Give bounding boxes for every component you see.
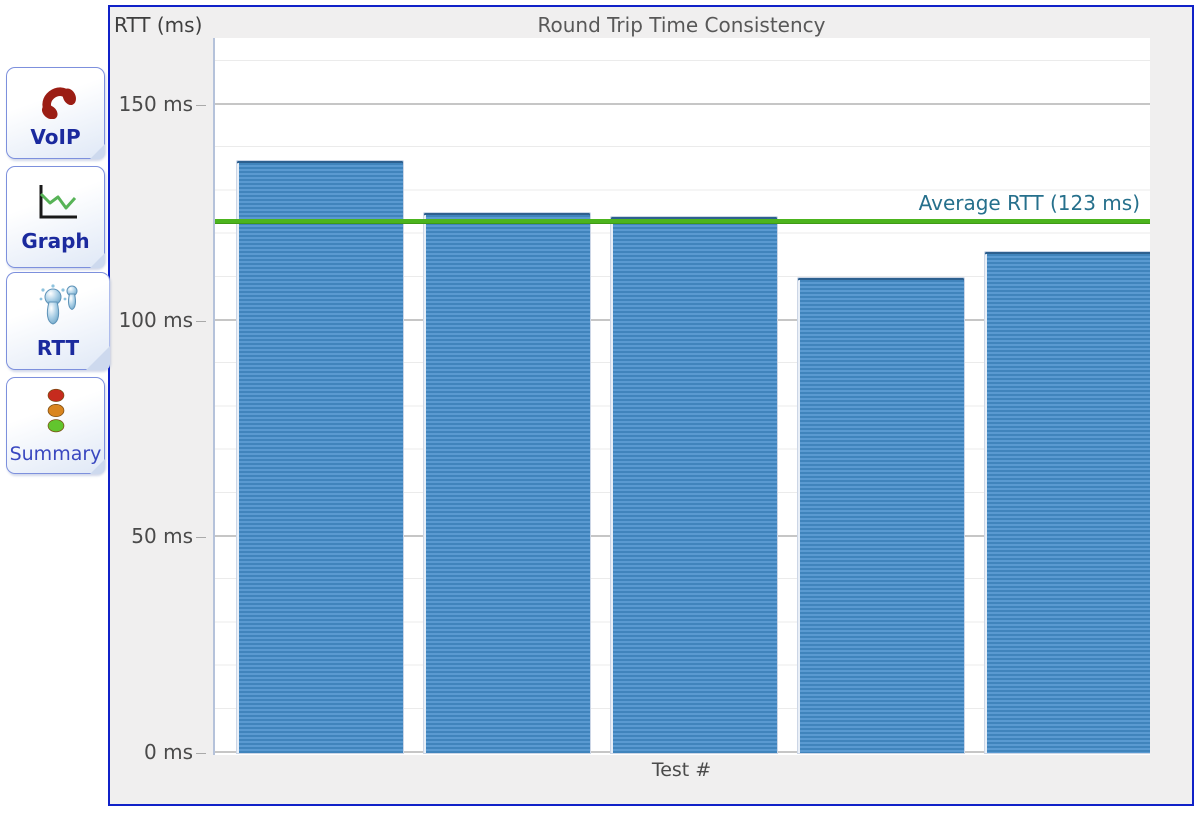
y-tick-label: 150 ms <box>110 92 206 116</box>
y-tick-label: 50 ms <box>110 524 206 548</box>
tab-label: Graph <box>21 229 90 253</box>
phone-icon <box>33 77 79 123</box>
rtt-bar-5[interactable] <box>984 250 1150 754</box>
rtt-bar-2[interactable] <box>423 212 591 754</box>
rtt-chart-panel: RTT (ms) Round Trip Time Consistency Ave… <box>108 5 1194 806</box>
average-rtt-line <box>215 218 1150 223</box>
ping-pins-icon <box>34 282 82 334</box>
tab-label: Summary <box>9 442 102 465</box>
chart-title: Round Trip Time Consistency <box>537 13 826 37</box>
y-tick-label: 0 ms <box>110 740 206 764</box>
rtt-bar-3[interactable] <box>610 216 778 754</box>
y-tick-label: 100 ms <box>110 308 206 332</box>
tab-label: VoIP <box>30 125 81 149</box>
tab-graph[interactable]: Graph <box>6 166 105 268</box>
rtt-bar-1[interactable] <box>236 160 404 754</box>
average-rtt-label: Average RTT (123 ms) <box>918 190 1140 215</box>
tab-rtt[interactable]: RTT <box>6 272 110 370</box>
line-graph-icon <box>32 181 80 227</box>
tab-summary[interactable]: Summary <box>6 377 105 474</box>
gridline-150 <box>215 103 1150 105</box>
y-axis-title: RTT (ms) <box>114 13 203 37</box>
x-axis-title: Test # <box>651 759 712 781</box>
plot-area: Average RTT (123 ms) <box>213 38 1150 755</box>
tab-voip[interactable]: VoIP <box>6 67 105 159</box>
traffic-light-icon <box>43 387 69 441</box>
rtt-bar-4[interactable] <box>797 276 965 754</box>
tab-label: RTT <box>36 336 80 360</box>
